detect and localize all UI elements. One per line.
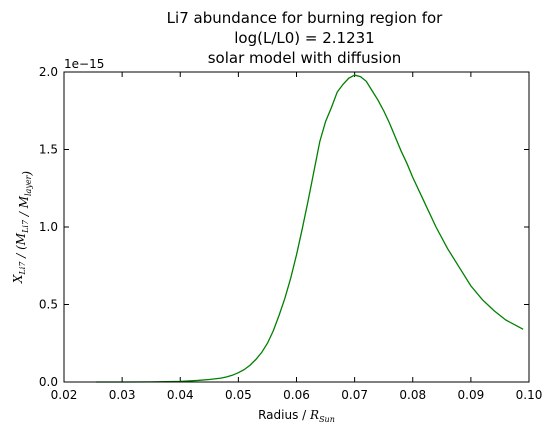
y-axis-ticks: 0.0 0.5 1.0 1.5 2.0: [39, 65, 529, 389]
y-axis-label-part: / (: [14, 245, 28, 262]
y-axis-label-part: M: [14, 232, 28, 246]
x-tick-label: 0.04: [167, 388, 194, 402]
y-axis-label-part: M: [17, 195, 31, 209]
chart-title: Li7 abundance for burning region for log(…: [167, 9, 443, 67]
x-tick-label: 0.09: [458, 388, 485, 402]
x-tick-label: 0.10: [516, 388, 543, 402]
x-tick-label: 0.08: [399, 388, 426, 402]
y-tick-label: 0.0: [39, 375, 58, 389]
series-line: [95, 74, 524, 383]
y-axis-label-sub: Li7: [21, 219, 30, 234]
y-axis-label: XLi7 / (MLi7 / Mlayer): [11, 171, 34, 285]
x-axis-label-sub: Sun: [319, 415, 335, 424]
y-axis-label-sub: Li7: [18, 261, 27, 276]
y-offset-label: 1e−15: [64, 57, 104, 71]
x-axis-label-text: Radius /: [258, 408, 310, 422]
x-tick-label: 0.03: [109, 388, 136, 402]
chart-title-line: log(L/L0) = 2.1231: [234, 29, 374, 47]
y-axis-label-sub: layer: [24, 174, 33, 196]
x-tick-label: 0.06: [283, 388, 310, 402]
y-axis-label-part: /: [17, 208, 31, 220]
chart-title-line: Li7 abundance for burning region for: [167, 9, 443, 27]
x-tick-label: 0.05: [225, 388, 252, 402]
series-group: [95, 74, 524, 383]
plot-frame: [63, 71, 530, 383]
y-tick-label: 1.5: [39, 143, 58, 157]
chart-title-line: solar model with diffusion: [208, 49, 402, 67]
x-axis-label-math: R: [309, 408, 319, 422]
y-tick-label: 2.0: [39, 65, 58, 79]
x-tick-label: 0.02: [51, 388, 78, 402]
y-axis-label-part: X: [11, 274, 25, 284]
y-tick-label: 0.5: [39, 298, 58, 312]
y-tick-label: 1.0: [39, 220, 58, 234]
x-axis-ticks: 0.02 0.03 0.04 0.05 0.06 0.07 0.08 0.09 0.10: [51, 72, 543, 402]
y-axis-label-part: ): [20, 171, 34, 177]
x-axis-label: Radius / RSun: [258, 408, 335, 424]
x-tick-label: 0.07: [341, 388, 368, 402]
